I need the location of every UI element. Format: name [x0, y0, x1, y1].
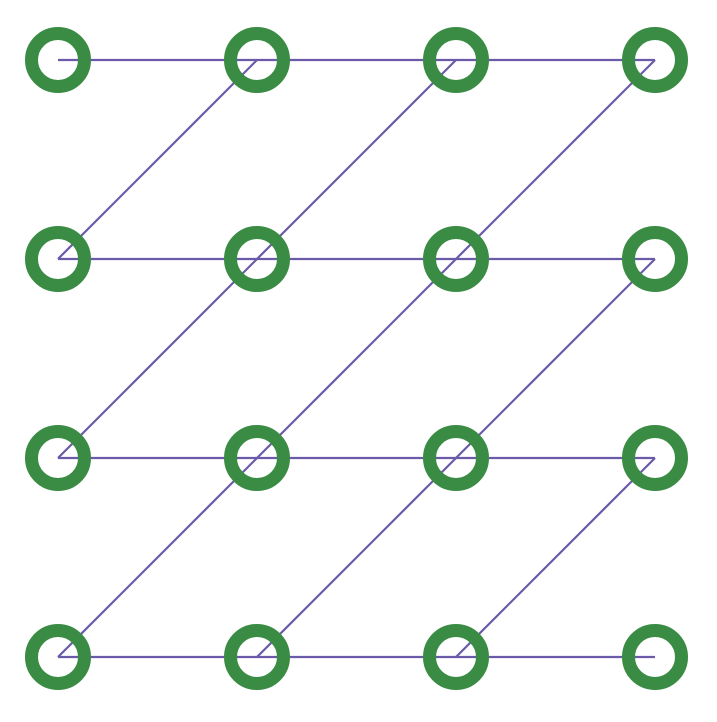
node-r2c1	[224, 425, 290, 491]
node-r0c2	[423, 27, 489, 93]
node-r2c0	[25, 425, 91, 491]
node-r3c3	[622, 624, 688, 690]
node-r0c0	[25, 27, 91, 93]
edge-r1c2-r0c3	[455, 59, 656, 260]
node-r2c3	[622, 425, 688, 491]
edge-r1c0-r0c1	[57, 59, 258, 260]
node-r3c2	[423, 624, 489, 690]
edge-r3c2-r2c3	[455, 457, 656, 658]
edge-r1c1-r0c2	[256, 59, 457, 260]
edge-layer	[57, 58, 656, 659]
edge-r2c0-r1c1	[57, 258, 258, 459]
edge-r3c0-r2c1	[57, 457, 258, 658]
node-r1c1	[224, 226, 290, 292]
node-layer	[25, 27, 688, 690]
node-r1c2	[423, 226, 489, 292]
node-r0c3	[622, 27, 688, 93]
edge-r3c1-r2c2	[256, 457, 457, 658]
node-r2c2	[423, 425, 489, 491]
edge-r2c2-r1c3	[455, 258, 656, 459]
edge-r2c1-r1c2	[256, 258, 457, 459]
node-r1c3	[622, 226, 688, 292]
node-r1c0	[25, 226, 91, 292]
node-r3c0	[25, 624, 91, 690]
node-r0c1	[224, 27, 290, 93]
node-r3c1	[224, 624, 290, 690]
